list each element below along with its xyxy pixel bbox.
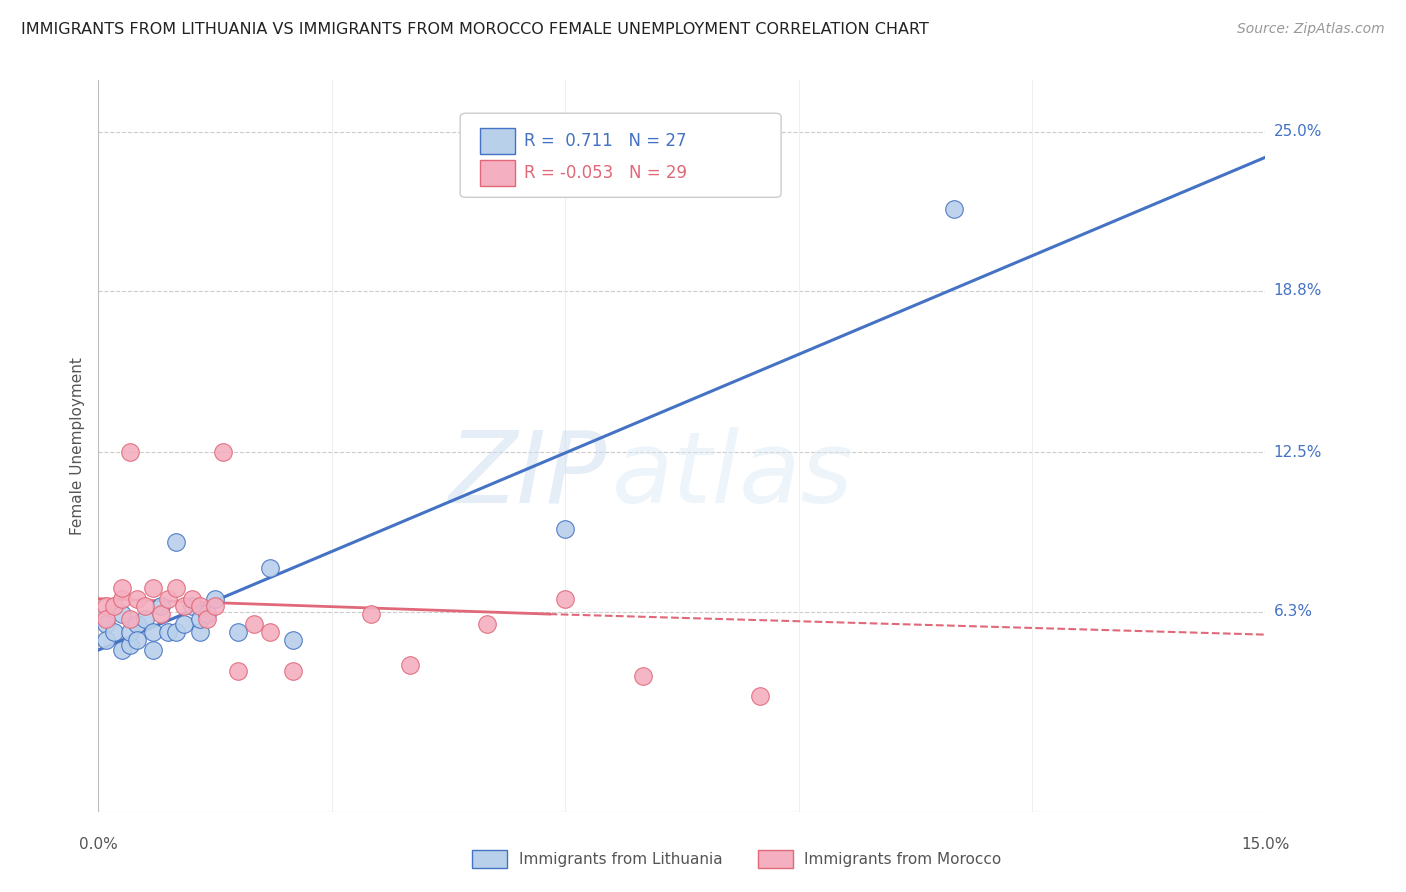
Point [149, 599, 172, 614]
Point [204, 591, 226, 606]
Point [554, 591, 576, 606]
Text: 15.0%: 15.0% [1241, 837, 1289, 852]
Text: 18.8%: 18.8% [1274, 284, 1322, 298]
Point [173, 617, 195, 632]
Point [118, 445, 141, 459]
Point [118, 638, 141, 652]
Text: Source: ZipAtlas.com: Source: ZipAtlas.com [1237, 22, 1385, 37]
Point [180, 599, 202, 614]
Text: ZIP: ZIP [447, 426, 606, 524]
Point [134, 599, 156, 614]
Point [96, 599, 118, 614]
Point [111, 582, 134, 596]
Point [360, 607, 382, 621]
Point [748, 690, 770, 704]
Point [173, 599, 195, 614]
Point [943, 202, 966, 216]
Point [111, 643, 134, 657]
Point [204, 599, 226, 614]
Point [188, 599, 211, 614]
Text: atlas: atlas [612, 426, 853, 524]
Point [188, 612, 211, 626]
Point [477, 617, 499, 632]
Point [228, 664, 250, 678]
Point [631, 669, 654, 683]
Point [228, 625, 250, 640]
Point [157, 591, 180, 606]
Point [195, 612, 218, 626]
Text: 25.0%: 25.0% [1274, 124, 1322, 139]
Point [398, 658, 420, 673]
Point [96, 612, 118, 626]
Point [118, 612, 141, 626]
Point [103, 625, 125, 640]
Point [259, 561, 281, 575]
Text: 0.0%: 0.0% [79, 837, 118, 852]
Point [281, 664, 304, 678]
Point [180, 591, 202, 606]
Text: R =  0.711   N = 27: R = 0.711 N = 27 [524, 132, 688, 150]
FancyBboxPatch shape [479, 128, 515, 154]
Point [127, 617, 149, 632]
Point [281, 632, 304, 647]
Point [212, 445, 235, 459]
Point [118, 625, 141, 640]
Point [111, 591, 134, 606]
Text: 12.5%: 12.5% [1274, 445, 1322, 460]
Point [188, 625, 211, 640]
Point [554, 523, 576, 537]
Point [127, 591, 149, 606]
Point [134, 612, 156, 626]
Point [127, 632, 149, 647]
Point [259, 625, 281, 640]
Point [195, 607, 218, 621]
FancyBboxPatch shape [479, 160, 515, 186]
Point [157, 625, 180, 640]
Point [149, 607, 172, 621]
Point [103, 599, 125, 614]
Text: 6.3%: 6.3% [1274, 604, 1313, 619]
Point [96, 617, 118, 632]
Point [243, 617, 266, 632]
Text: R = -0.053   N = 29: R = -0.053 N = 29 [524, 164, 688, 182]
Point [111, 607, 134, 621]
Y-axis label: Female Unemployment: Female Unemployment [69, 357, 84, 535]
Point [165, 625, 187, 640]
Point [96, 632, 118, 647]
FancyBboxPatch shape [472, 850, 508, 868]
Text: Immigrants from Morocco: Immigrants from Morocco [804, 852, 1001, 867]
Point [165, 582, 187, 596]
FancyBboxPatch shape [758, 850, 793, 868]
Point [142, 625, 165, 640]
Point [142, 643, 165, 657]
FancyBboxPatch shape [460, 113, 782, 197]
Text: Immigrants from Lithuania: Immigrants from Lithuania [519, 852, 723, 867]
Text: IMMIGRANTS FROM LITHUANIA VS IMMIGRANTS FROM MOROCCO FEMALE UNEMPLOYMENT CORRELA: IMMIGRANTS FROM LITHUANIA VS IMMIGRANTS … [21, 22, 929, 37]
Point [142, 582, 165, 596]
Point [165, 535, 187, 549]
